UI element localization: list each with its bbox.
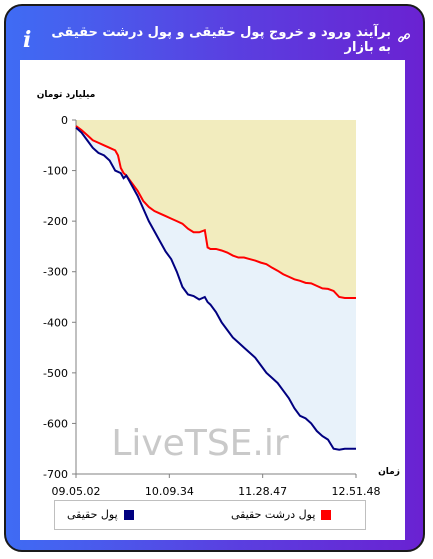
legend-swatch-red xyxy=(321,509,332,520)
x-tick-label: 10.09.34 xyxy=(145,485,194,498)
fill-area-upper xyxy=(76,120,356,299)
legend-item-series1[interactable]: پول حقیقی xyxy=(67,508,134,521)
y-tick-label: -700 xyxy=(43,468,68,481)
y-axis-label: میلیارد تومان xyxy=(37,90,96,100)
x-axis-label: زمان xyxy=(378,467,400,477)
chart-title-row: برآیند ورود و خروج پول حقیقی و پول درشت … xyxy=(36,25,411,55)
card-header: i برآیند ورود و خروج پول حقیقی و پول درش… xyxy=(18,16,411,64)
series-line-real-money xyxy=(75,126,356,451)
y-tick-label: -600 xyxy=(43,417,68,430)
legend-item-series2[interactable]: پول درشت حقیقی xyxy=(231,508,332,521)
info-icon[interactable]: i xyxy=(22,27,32,53)
fill-area-lower xyxy=(76,126,356,450)
x-tick-label: 09.05.02 xyxy=(52,485,101,498)
series-line-large-real-money xyxy=(75,125,356,300)
legend-swatch-navy xyxy=(123,509,134,520)
chart-title: برآیند ورود و خروج پول حقیقی و پول درشت … xyxy=(51,25,391,55)
y-tick-label: 0 xyxy=(61,114,68,127)
watermark: LiveTSE.ir xyxy=(111,423,289,464)
legend: پول درشت حقیقی پول حقیقی xyxy=(54,500,366,530)
x-tick-label: 11.28.47 xyxy=(238,485,287,498)
y-tick-label: -100 xyxy=(43,165,68,178)
y-tick-label: -300 xyxy=(43,266,68,279)
y-tick-label: -500 xyxy=(43,367,68,380)
y-tick-label: -200 xyxy=(43,215,68,228)
legend-label-series2: پول درشت حقیقی xyxy=(231,508,316,521)
legend-label-series1: پول حقیقی xyxy=(67,508,118,521)
x-tick-label: 12.51.48 xyxy=(332,485,381,498)
plot-area: 0 -100 -200 -300 -400 -500 -600 -700 09.05.02 10.… xyxy=(43,114,380,498)
y-tick-label: -400 xyxy=(43,316,68,329)
link-icon[interactable] xyxy=(397,31,411,49)
